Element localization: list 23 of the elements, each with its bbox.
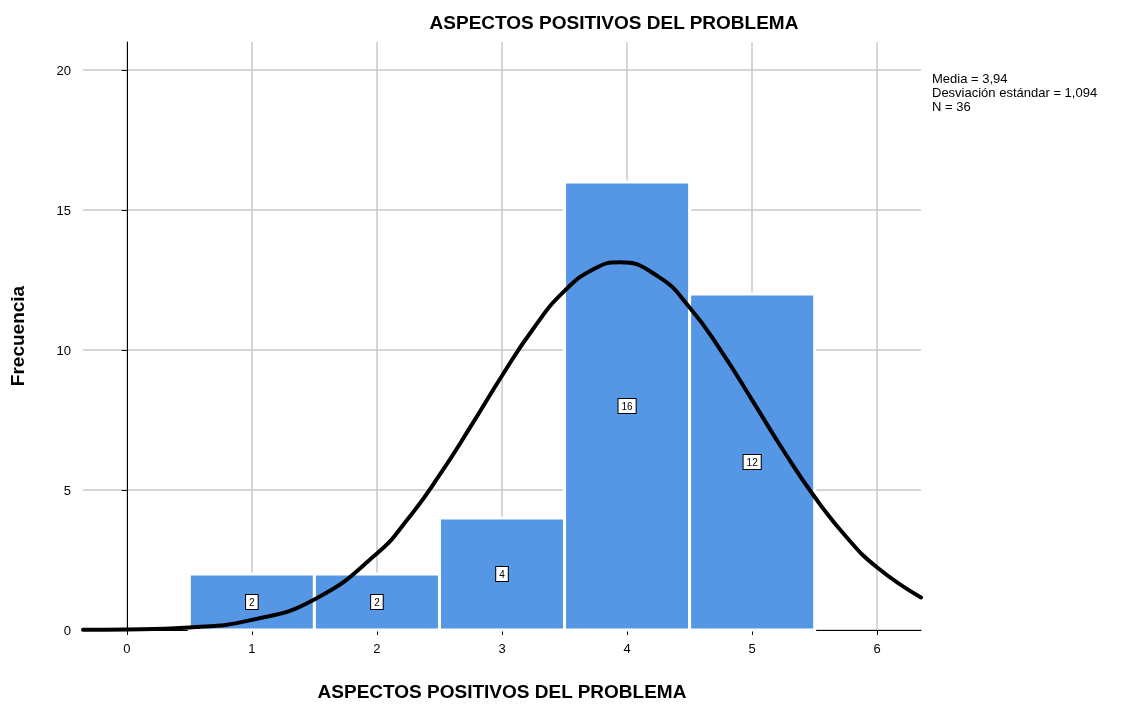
y-tick-label: 0: [63, 622, 71, 638]
y-tick-label: 10: [56, 342, 71, 358]
data-label: 2: [374, 596, 381, 608]
x-tick-label: 0: [123, 641, 131, 656]
x-tick-label: 3: [498, 641, 506, 656]
chart-title: ASPECTOS POSITIVOS DEL PROBLEMA: [429, 12, 799, 33]
data-label: 2: [249, 596, 256, 608]
text: Media = 3,94: [932, 71, 1008, 86]
y-tick-label: 20: [56, 62, 71, 78]
x-tick-label: 6: [873, 641, 881, 656]
y-axis-title: Frecuencia: [7, 285, 28, 387]
data-label: 4: [499, 568, 506, 580]
x-axis-title: ASPECTOS POSITIVOS DEL PROBLEMA: [317, 681, 687, 702]
data-label: 16: [621, 400, 634, 412]
x-tick-label: 5: [748, 641, 756, 656]
x-tick-label: 4: [623, 641, 631, 656]
x-tick-label: 1: [248, 641, 256, 656]
x-tick-label: 2: [373, 641, 381, 656]
y-tick-label: 15: [56, 202, 71, 218]
text: Desviación estándar = 1,094: [932, 85, 1098, 100]
data-label: 12: [746, 456, 759, 468]
text: N = 36: [932, 99, 971, 114]
y-tick-label: 5: [63, 482, 71, 498]
